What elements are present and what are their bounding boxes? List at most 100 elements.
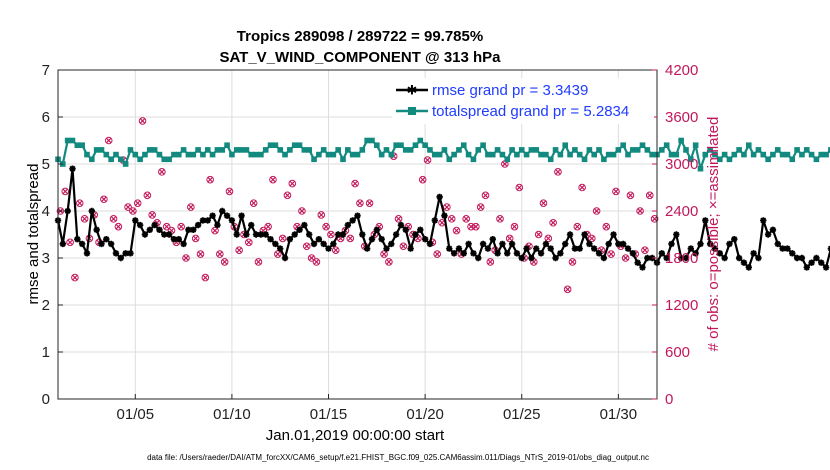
nobs-possible-marker	[612, 187, 620, 196]
nobs-possible-marker	[61, 187, 70, 196]
nobs-possible-marker	[206, 175, 214, 184]
rmse-point	[431, 217, 438, 224]
totalspread-point	[243, 147, 250, 153]
totalspread-point	[688, 156, 694, 163]
nobs-possible-marker	[578, 183, 586, 192]
nobs-possible-marker	[312, 258, 321, 266]
rmse-point	[619, 240, 627, 248]
totalspread-point	[799, 151, 805, 158]
nobs-assimilated-marker	[531, 259, 537, 265]
rmse-point	[107, 240, 115, 248]
nobs-possible-marker	[592, 207, 601, 215]
nobs-assimilated-marker	[222, 259, 228, 265]
nobs-possible-marker	[568, 258, 577, 266]
nobs-assimilated-marker	[67, 239, 73, 245]
nobs-possible-marker	[549, 218, 557, 227]
totalspread-point	[253, 151, 259, 158]
nobs-assimilated-marker	[275, 251, 281, 257]
rmse-point	[132, 217, 139, 224]
nobs-possible-marker	[143, 191, 152, 200]
totalspread-point	[146, 147, 153, 153]
totalspread-point	[538, 151, 544, 158]
nobs-assimilated-marker	[516, 184, 522, 191]
totalspread-point	[794, 147, 800, 153]
totalspread-point	[214, 147, 221, 153]
nobs-possible-marker	[385, 258, 393, 266]
totalspread-point	[576, 151, 583, 158]
rmse-point	[542, 240, 550, 248]
rmse-point	[668, 240, 675, 248]
rmse-point	[528, 254, 535, 262]
nobs-assimilated-marker	[337, 235, 344, 242]
rmse-point	[257, 231, 265, 238]
totalspread-point	[209, 151, 216, 158]
nobs-assimilated-marker	[183, 255, 189, 261]
totalspread-point	[663, 142, 670, 148]
totalspread-point	[262, 147, 269, 153]
nobs-assimilated-marker	[613, 188, 619, 195]
totalspread-point	[760, 151, 767, 158]
rmse-point	[789, 250, 796, 257]
nobs-assimilated-marker	[81, 216, 88, 222]
rmse-point	[286, 236, 294, 243]
nobs-possible-marker	[641, 246, 649, 254]
totalspread-point	[349, 151, 356, 158]
totalspread-point	[248, 151, 255, 158]
totalspread-point	[610, 151, 617, 158]
nobs-assimilated-marker	[579, 184, 585, 191]
nobs-assimilated-marker	[101, 196, 107, 202]
totalspread-point	[142, 151, 148, 158]
nobs-assimilated-marker	[478, 204, 484, 210]
rmse-point	[764, 231, 772, 238]
totalspread-point	[518, 147, 525, 153]
totalspread-point	[354, 151, 361, 158]
nobs-assimilated-marker	[574, 224, 580, 230]
totalspread-point	[403, 147, 409, 153]
rmse-point	[484, 245, 492, 252]
nobs-assimilated-marker	[497, 216, 503, 222]
rmse-point	[769, 226, 777, 233]
rmse-point	[634, 259, 641, 266]
rmse-point	[83, 250, 91, 257]
rmse-point	[610, 231, 617, 238]
nobs-assimilated-marker	[395, 216, 402, 222]
totalspread-point	[412, 142, 419, 148]
nobs-assimilated-marker	[255, 259, 262, 265]
nobs-possible-marker	[481, 191, 490, 200]
nobs-assimilated-marker	[188, 204, 194, 210]
nobs-possible-marker	[443, 203, 451, 211]
rmse-point	[711, 245, 719, 252]
rmse-point	[315, 236, 323, 243]
rmse-point	[784, 245, 791, 252]
nobs-assimilated-marker	[202, 274, 208, 281]
totalspread-point	[306, 147, 312, 153]
rmse-point	[677, 254, 685, 262]
nobs-possible-marker	[322, 222, 330, 231]
nobs-assimilated-marker	[642, 247, 648, 253]
totalspread-point	[427, 147, 433, 153]
nobs-possible-marker	[278, 234, 287, 243]
rmse-point	[151, 221, 158, 229]
nobs-possible-marker	[394, 215, 403, 223]
nobs-possible-marker	[356, 199, 364, 207]
nobs-assimilated-marker	[313, 259, 320, 265]
rmse-point	[591, 245, 598, 252]
nobs-possible-marker	[467, 222, 475, 231]
totalspread-point	[161, 156, 168, 163]
totalspread-point	[784, 151, 791, 158]
rmse-point	[682, 254, 690, 262]
rmse-point	[59, 240, 67, 248]
nobs-possible-marker	[235, 246, 243, 254]
totalspread-point	[359, 147, 366, 153]
rmse-point	[117, 254, 124, 262]
totalspread-point	[287, 147, 293, 153]
nobs-possible-marker	[554, 168, 562, 176]
totalspread-point	[195, 147, 201, 153]
rmse-point	[533, 245, 540, 252]
y-tick-label: 0	[42, 391, 50, 408]
totalspread-point	[750, 151, 757, 158]
nobs-possible-marker	[264, 222, 272, 231]
totalspread-point	[84, 151, 90, 158]
rmse-point	[194, 221, 202, 229]
